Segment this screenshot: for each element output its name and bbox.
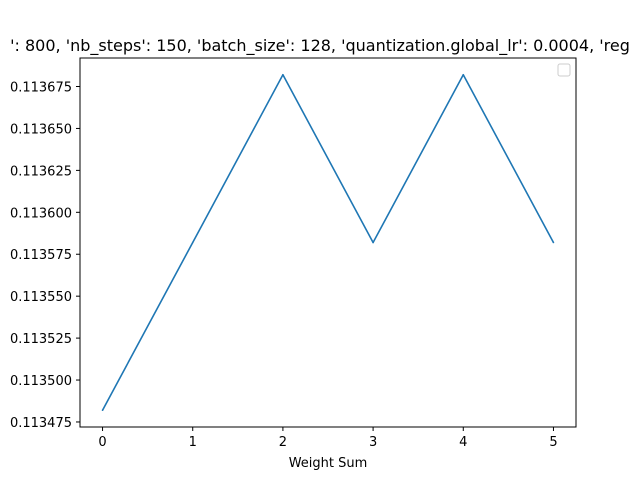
y-tick-label: 0.113475 (10, 416, 72, 431)
y-tick-label: 0.113500 (10, 374, 72, 389)
chart-title: ': 800, 'nb_steps': 150, 'batch_size': 1… (10, 36, 630, 56)
series-layer (101, 73, 555, 412)
data-point (462, 73, 465, 76)
data-point (101, 409, 104, 412)
x-tick-label: 1 (189, 435, 197, 450)
data-point (372, 241, 374, 244)
x-tick-label: 2 (279, 435, 287, 450)
y-tick-label: 0.113600 (10, 206, 72, 221)
y-tick-label: 0.113625 (10, 164, 72, 179)
legend (557, 63, 571, 77)
x-axis-label: Weight Sum (289, 456, 368, 471)
y-tick-label: 0.113550 (10, 290, 72, 305)
y-tick-label: 0.113650 (10, 122, 72, 137)
series-line (101, 73, 555, 411)
x-tick-label: 0 (98, 435, 106, 450)
data-point (282, 73, 284, 76)
y-axis-ticks: 0.113475 0.113500 0.113525 0.113550 0.113575… (10, 81, 80, 431)
x-tick-label: 3 (369, 435, 377, 450)
x-tick-label: 5 (549, 435, 557, 450)
x-tick-label: 4 (459, 435, 467, 450)
y-tick-label: 0.113575 (10, 248, 72, 263)
y-tick-label: 0.113525 (10, 332, 72, 347)
plot-frame (79, 57, 577, 428)
data-point (191, 241, 194, 244)
data-point (552, 241, 555, 244)
x-axis-ticks: 0 1 2 3 4 5 (98, 427, 558, 450)
y-tick-label: 0.113675 (10, 81, 72, 96)
